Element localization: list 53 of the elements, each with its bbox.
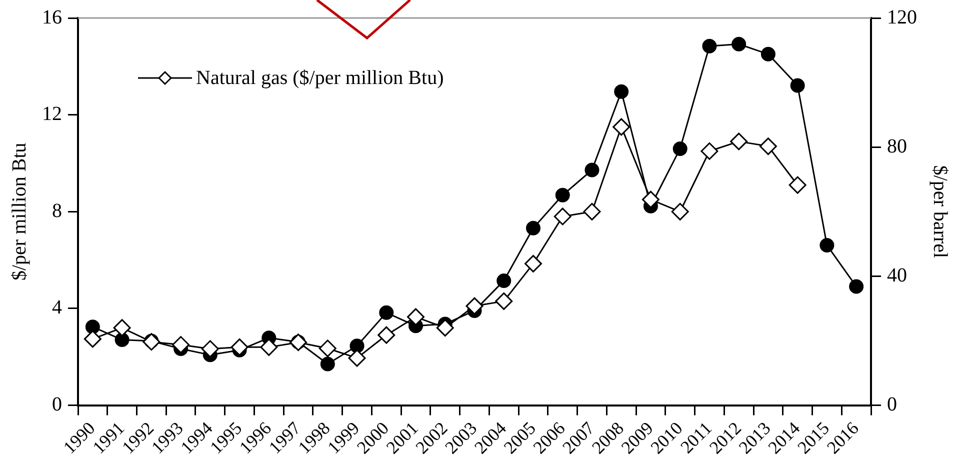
point [350,338,364,354]
point [584,162,600,178]
point [230,338,248,356]
point [554,208,572,226]
legend-label: Natural gas ($/per million Btu) [196,66,444,91]
point [348,349,366,367]
y-tick-label: 0 [52,394,62,416]
point [614,84,629,99]
point [201,340,219,358]
point [524,254,542,272]
point [495,292,513,310]
y-tick-label: 12 [42,103,62,126]
point [172,336,190,354]
point [436,319,454,337]
point [260,338,278,356]
point [496,273,512,288]
point [612,118,630,136]
point [379,305,394,320]
point [672,141,688,156]
point [318,340,336,358]
y2-tick-label: 120 [887,6,917,28]
point [320,356,335,372]
y2-tick-label: 0 [887,394,897,416]
point [84,330,102,348]
point [760,46,776,62]
point [671,202,689,220]
point [849,279,864,294]
point [700,142,718,160]
point [466,297,484,315]
y-tick-label: 4 [52,296,62,319]
y2-axis-title: $/per barrel [928,165,951,258]
point [583,202,601,220]
point [732,36,746,52]
point [642,190,660,208]
point [407,308,425,326]
point [820,238,834,252]
point [526,220,540,236]
point [759,138,777,156]
point [114,332,130,348]
point [113,319,131,337]
y2-tick-label: 40 [887,264,907,286]
point [730,132,748,150]
point [790,78,805,93]
point [702,38,717,54]
y-tick-label: 8 [52,200,62,222]
y-tick-label: 16 [42,6,62,28]
point [788,176,806,194]
point [378,326,396,344]
point [555,188,570,202]
y-axis-title: $/per million Btu [8,142,30,281]
point [85,320,100,334]
point [142,333,160,351]
y2-tick-label: 80 [887,135,907,158]
